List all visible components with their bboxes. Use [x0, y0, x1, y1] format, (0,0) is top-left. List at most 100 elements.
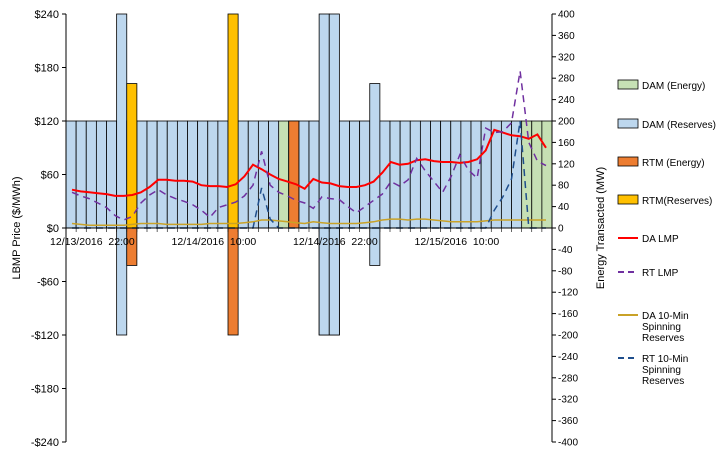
- left-tick-label: -$60: [37, 277, 59, 289]
- right-tick-label: -240: [558, 352, 578, 363]
- bar-dam-reserves--23: [298, 120, 310, 229]
- bar-dam-reserves--26: [328, 13, 340, 229]
- bar-dam-reserves--27: [338, 120, 350, 229]
- right-tick-label: 160: [558, 138, 575, 149]
- left-tick-label: -$240: [31, 437, 59, 449]
- axes-layer: $240$180$120$60$0-$60-$120-$180-$2404003…: [31, 9, 579, 449]
- bar-dam-reserves--29: [359, 120, 371, 229]
- legend-item-2: RTM (Energy): [617, 156, 705, 169]
- right-tick-label: 80: [558, 181, 570, 192]
- right-tick-label: -320: [558, 395, 578, 406]
- left-tick-label: -$120: [31, 330, 59, 342]
- x-tick-label: 12/13/2016 22:00: [50, 236, 135, 248]
- bar-rtm-reserves--6: [126, 83, 138, 229]
- legend-label: RT LMP: [642, 268, 679, 279]
- right-tick-label: 280: [558, 74, 575, 85]
- legend-label: DA LMP: [642, 234, 679, 245]
- legend-item-4: DA LMP: [618, 234, 679, 245]
- right-tick-label: 120: [558, 159, 575, 170]
- legend-item-0: DAM (Energy): [617, 79, 705, 92]
- legend-label: RTM (Energy): [642, 158, 705, 169]
- bar-dam-reserves--28: [349, 120, 361, 229]
- legend-swatch: [617, 194, 639, 205]
- left-tick-label: $240: [35, 9, 59, 21]
- right-tick-label: 320: [558, 52, 575, 63]
- bar-rtm-reserves--16: [227, 13, 239, 229]
- bar-dam-reserves--38: [450, 120, 462, 229]
- bar-dam-reserves--42: [490, 120, 502, 229]
- legend-swatch: [617, 156, 639, 167]
- x-tick-label: 12/14/2016 22:00: [293, 236, 378, 248]
- right-tick-label: -120: [558, 288, 578, 299]
- bar-dam-reserves--24: [308, 120, 320, 229]
- left-tick-label: $60: [41, 170, 59, 182]
- line-layer: [71, 70, 547, 229]
- bar-dam-reserves--1: [75, 120, 87, 229]
- bar-dam-reserves--43: [500, 120, 512, 229]
- y-axis-right-title: Energy Transacted (MW): [595, 167, 607, 289]
- bar-dam-reserves--37: [440, 120, 452, 229]
- bar-dam-reserves--36: [430, 120, 442, 229]
- legend-label: DA 10-Min: [642, 311, 689, 322]
- bar-dam-reserves--4: [106, 120, 118, 229]
- right-tick-label: 0: [558, 224, 564, 235]
- legend-label: DAM (Energy): [642, 81, 705, 92]
- left-tick-label: $0: [47, 223, 59, 235]
- bar-dam-reserves--30: [369, 83, 381, 229]
- right-tick-label: -280: [558, 373, 578, 384]
- bar-dam-energy--21: [278, 120, 290, 229]
- bar-dam-reserves--41: [480, 120, 492, 229]
- right-tick-label: 40: [558, 202, 570, 213]
- bar-dam-reserves--8: [146, 120, 158, 229]
- legend-label: RTM(Reserves): [642, 196, 712, 207]
- bar-dam-reserves--2: [85, 120, 97, 229]
- right-tick-label: -400: [558, 438, 578, 449]
- legend: DAM (Energy) DAM (Reserves) RTM (Energy) RT…: [617, 79, 716, 387]
- right-tick-label: -160: [558, 309, 578, 320]
- bar-dam-energy--47: [541, 120, 553, 229]
- right-tick-label: 200: [558, 117, 575, 128]
- bar-dam-reserves--33: [399, 120, 411, 229]
- legend-label: Reserves: [642, 333, 684, 344]
- line-da-lmp: [71, 128, 547, 197]
- bar-dam-reserves--7: [136, 120, 148, 229]
- left-tick-label: $120: [35, 116, 59, 128]
- bar-dam-reserves--12: [187, 120, 199, 229]
- legend-item-3: RTM(Reserves): [617, 194, 712, 207]
- right-tick-label: 400: [558, 10, 575, 21]
- x-tick-label: 12/14/2016 10:00: [172, 236, 257, 248]
- legend-label: RT 10-Min: [642, 354, 688, 365]
- legend-swatch: [617, 118, 639, 129]
- bar-dam-reserves--10: [166, 120, 178, 229]
- left-tick-label: $180: [35, 63, 59, 75]
- bar-dam-reserves--15: [217, 120, 229, 229]
- line-rt-lmp: [71, 70, 547, 221]
- right-tick-label: 240: [558, 95, 575, 106]
- right-tick-label: 360: [558, 31, 575, 42]
- bar-rtm-energy--22: [288, 120, 300, 229]
- bar-dam-reserves--9: [156, 120, 168, 229]
- bar-dam-reserves--14: [207, 120, 219, 229]
- y-axis-left-title: LBMP Price ($/MWh): [11, 176, 23, 279]
- bar-dam-reserves--11: [176, 120, 188, 229]
- legend-label: Reserves: [642, 376, 684, 387]
- legend-label: Spinning: [642, 365, 681, 376]
- bar-dam-reserves--39: [460, 120, 472, 229]
- right-tick-label: -200: [558, 331, 578, 342]
- legend-swatch: [617, 79, 639, 90]
- left-tick-label: -$180: [31, 384, 59, 396]
- right-tick-label: -80: [558, 266, 573, 277]
- right-tick-label: -360: [558, 416, 578, 427]
- x-tick-label: 12/15/2016 10:00: [415, 236, 500, 248]
- bar-dam-reserves--25: [318, 13, 330, 229]
- line-da-10-min-spinning-reserves: [71, 218, 546, 227]
- bar-layer: [65, 13, 553, 336]
- bar-dam-reserves--3: [95, 120, 107, 229]
- legend-item-5: RT LMP: [618, 268, 679, 279]
- bar-dam-reserves--32: [389, 120, 401, 229]
- bar-dam-reserves--34: [409, 120, 421, 229]
- legend-label: DAM (Reserves): [642, 120, 716, 131]
